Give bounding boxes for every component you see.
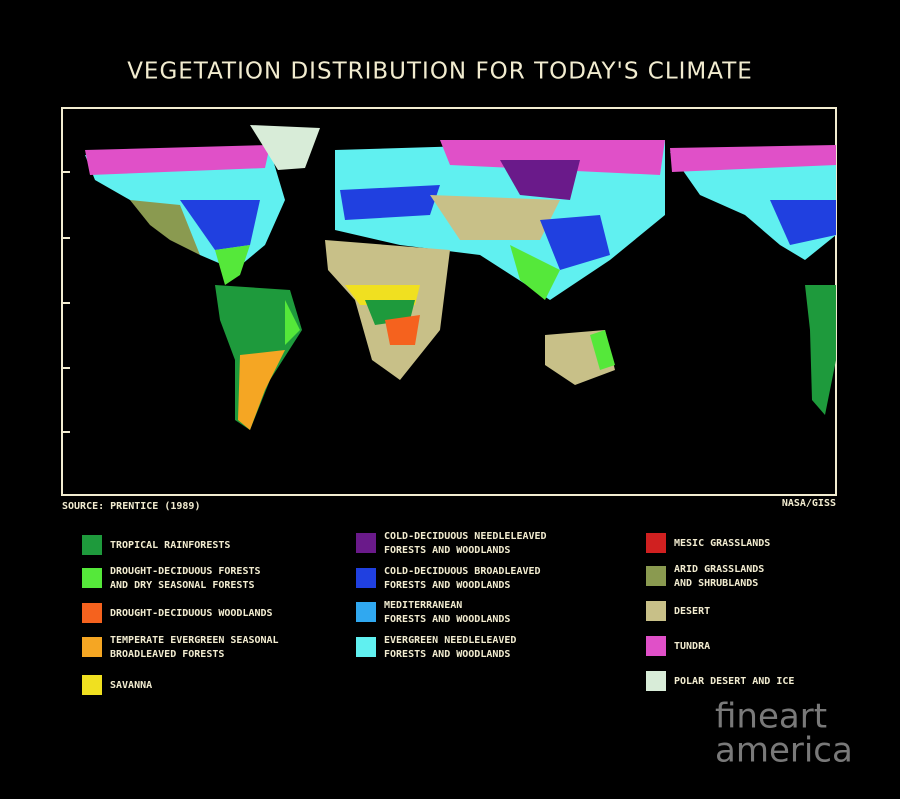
- na-broadleaf: [180, 200, 260, 250]
- legend-label: TROPICAL RAINFORESTS: [110, 540, 230, 551]
- source: SOURCE: PRENTICE (1989): [62, 501, 200, 512]
- greenland: [250, 125, 320, 170]
- asia-south: [510, 245, 560, 300]
- legend-swatch: [356, 568, 376, 588]
- map: [61, 107, 837, 496]
- legend: TROPICAL RAINFORESTS DROUGHT-DECIDUOUS FO…: [82, 531, 794, 695]
- legend-swatch: [646, 601, 666, 621]
- au-east: [590, 330, 615, 370]
- title: VEGETATION DISTRIBUTION FOR TODAY'S CLIM…: [127, 59, 753, 85]
- watermark: fineart: [715, 697, 827, 737]
- legend-label: DESERT: [674, 606, 710, 617]
- na-arid: [130, 200, 200, 255]
- legend-swatch: [356, 602, 376, 622]
- legend-label: AND SHRUBLANDS: [674, 578, 758, 589]
- legend-label: BROADLEAVED FORESTS: [110, 649, 224, 660]
- legend-label: FORESTS AND WOODLANDS: [384, 580, 510, 591]
- legend-swatch: [646, 636, 666, 656]
- eu-desert: [430, 195, 560, 240]
- eu-tundra: [440, 140, 665, 175]
- legend-label: EVERGREEN NEEDLELEAVED: [384, 635, 516, 646]
- legend-label: POLAR DESERT AND ICE: [674, 676, 794, 687]
- sa-south: [238, 350, 285, 430]
- legend-swatch: [82, 603, 102, 623]
- legend-swatch: [82, 535, 102, 555]
- legend-label: FORESTS AND WOODLANDS: [384, 545, 510, 556]
- legend-label: FORESTS AND WOODLANDS: [384, 649, 510, 660]
- na-south: [215, 245, 250, 285]
- legend-label: AND DRY SEASONAL FORESTS: [110, 580, 255, 591]
- legend-swatch: [82, 568, 102, 588]
- legend-label: FORESTS AND WOODLANDS: [384, 614, 510, 625]
- sa-east: [285, 300, 300, 345]
- lat-ticks: [62, 171, 70, 433]
- ar-tundra: [670, 145, 836, 172]
- legend-label: DROUGHT-DECIDUOUS WOODLANDS: [110, 608, 273, 619]
- legend-label: SAVANNA: [110, 680, 152, 691]
- legend-label: DROUGHT-DECIDUOUS FORESTS: [110, 566, 261, 577]
- credit: NASA/GISS: [782, 498, 836, 509]
- asia-broadleaf: [540, 215, 610, 270]
- legend-label: ARID GRASSLANDS: [674, 564, 764, 575]
- legend-swatch: [646, 566, 666, 586]
- legend-label: MESIC GRASSLANDS: [674, 538, 770, 549]
- eu-larch: [500, 160, 580, 200]
- legend-label: TUNDRA: [674, 641, 710, 652]
- legend-label: COLD-DECIDUOUS NEEDLELEAVED: [384, 531, 547, 542]
- legend-label: MEDITERRANEAN: [384, 600, 462, 611]
- legend-swatch: [356, 637, 376, 657]
- ar-south: [805, 285, 836, 415]
- ar-broadleaf: [770, 200, 836, 245]
- legend-swatch: [82, 637, 102, 657]
- legend-swatch: [82, 675, 102, 695]
- legend-swatch: [646, 533, 666, 553]
- af-woodland: [385, 315, 420, 345]
- na-tundra: [85, 145, 270, 175]
- legend-swatch: [356, 533, 376, 553]
- legend-label: TEMPERATE EVERGREEN SEASONAL: [110, 635, 279, 646]
- legend-label: COLD-DECIDUOUS BROADLEAVED: [384, 566, 541, 577]
- watermark: america: [715, 731, 853, 771]
- legend-swatch: [646, 671, 666, 691]
- eu-broadleaf: [340, 185, 440, 220]
